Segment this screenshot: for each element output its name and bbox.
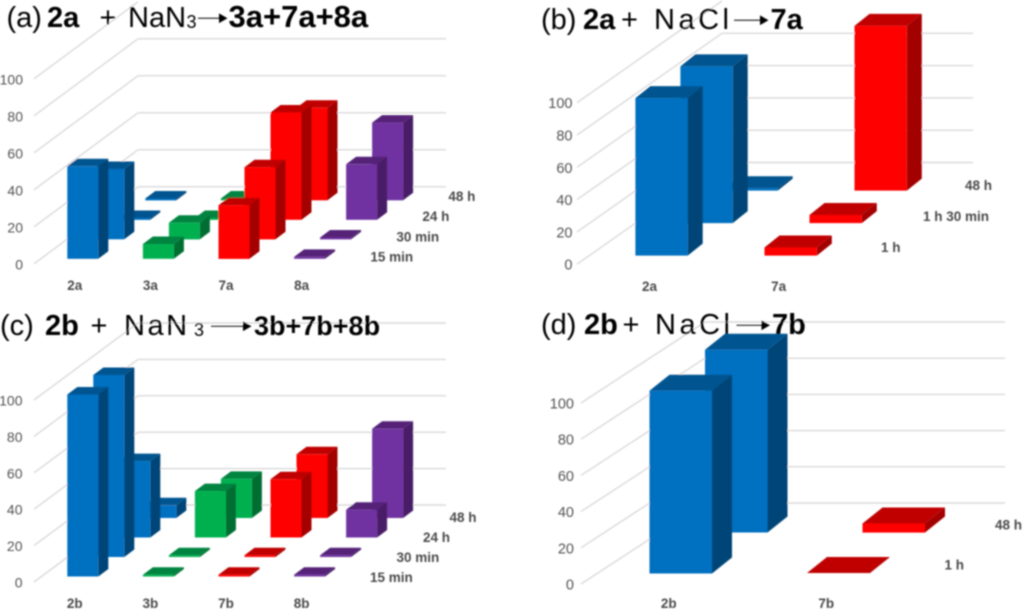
svg-text:3b: 3b [143,596,159,610]
svg-text:3a: 3a [143,278,159,293]
svg-text:60: 60 [556,161,572,177]
svg-text:48 h: 48 h [450,510,477,525]
svg-text:15 min: 15 min [370,570,413,585]
svg-text:8a: 8a [294,278,310,293]
svg-text:100: 100 [0,71,23,87]
svg-text:100: 100 [548,96,572,112]
svg-text:7b: 7b [818,596,834,610]
svg-text:80: 80 [558,433,574,449]
svg-text:40: 40 [7,502,23,518]
svg-text:40: 40 [556,193,572,209]
svg-text:24 h: 24 h [422,209,449,224]
svg-text:40: 40 [558,505,574,521]
svg-text:48 h: 48 h [965,178,992,193]
svg-text:0: 0 [566,578,574,594]
svg-text:30 min: 30 min [396,229,439,244]
svg-text:20: 20 [556,225,572,241]
svg-text:100: 100 [0,393,23,409]
svg-text:100: 100 [550,397,574,413]
svg-text:80: 80 [556,129,572,145]
svg-text:60: 60 [7,465,23,481]
svg-text:20: 20 [7,538,23,554]
svg-text:2a: 2a [67,278,83,293]
svg-text:2b: 2b [67,596,83,610]
svg-text:0: 0 [564,258,572,274]
svg-text:20: 20 [7,219,23,235]
svg-text:1 h: 1 h [945,558,965,573]
svg-text:48 h: 48 h [448,189,475,204]
svg-text:60: 60 [7,145,23,161]
svg-text:60: 60 [558,469,574,485]
svg-text:48 h: 48 h [995,518,1022,533]
svg-text:30 min: 30 min [397,550,440,565]
svg-text:7a: 7a [218,278,234,293]
svg-text:15 min: 15 min [370,250,413,265]
svg-text:8b: 8b [294,596,310,610]
svg-text:2b: 2b [661,596,677,610]
svg-text:80: 80 [7,429,23,445]
svg-text:(c)2b+NaN3​3b+7b+8b: (c)2b+NaN3​3b+7b+8b [0,310,380,342]
svg-text:(a)2a+NaN3​3a+7a+8a: (a)2a+NaN3​3a+7a+8a [7,0,369,34]
svg-text:7a: 7a [771,279,787,294]
svg-text:20: 20 [558,541,574,557]
svg-text:7b: 7b [218,596,234,610]
svg-text:0: 0 [15,575,23,591]
svg-text:80: 80 [7,108,23,124]
svg-text:0: 0 [15,256,23,272]
svg-text:24 h: 24 h [423,530,450,545]
svg-text:2a: 2a [642,279,658,294]
svg-text:1 h 30 min: 1 h 30 min [923,209,989,224]
svg-text:1 h: 1 h [881,240,901,255]
svg-text:40: 40 [7,182,23,198]
